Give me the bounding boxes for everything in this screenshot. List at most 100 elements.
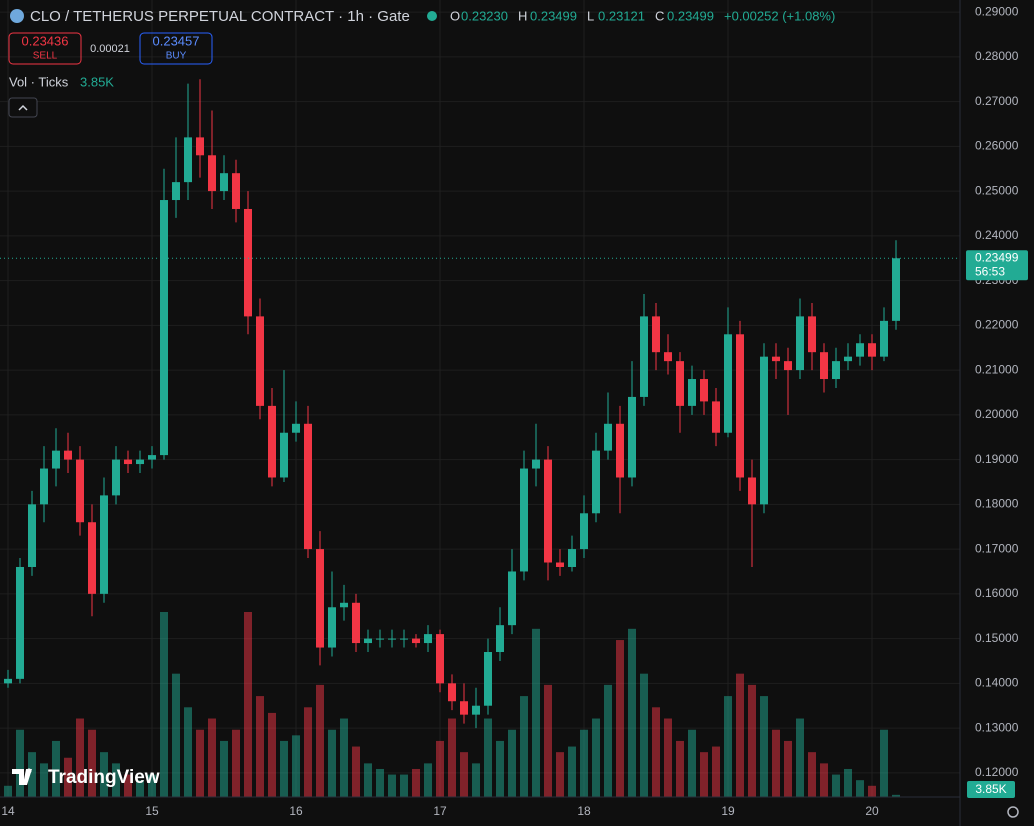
candle-body: [712, 401, 720, 433]
sell-label[interactable]: SELL: [33, 51, 58, 62]
x-tick-label: 19: [721, 804, 735, 818]
candle-body: [412, 638, 420, 644]
sell-price[interactable]: 0.23436: [22, 33, 69, 48]
vol-tag-label: 3.85K: [975, 782, 1006, 796]
candle-body: [16, 566, 24, 679]
candle-body: [136, 459, 144, 465]
y-tick-label: 0.25000: [975, 183, 1019, 197]
volume-bar: [124, 774, 132, 797]
volume-bar: [484, 718, 492, 797]
volume-bar: [172, 673, 180, 797]
collapse-box[interactable]: [8, 97, 38, 118]
y-tick-label: 0.13000: [975, 720, 1019, 734]
volume-bar: [544, 684, 552, 797]
candle-body: [496, 625, 504, 653]
countdown: 56:53: [975, 264, 1005, 278]
x-tick-label: 14: [1, 804, 15, 818]
l-value: 0.23121: [598, 8, 645, 23]
y-tick-label: 0.28000: [975, 49, 1019, 63]
price-tag: [966, 250, 1028, 281]
candle-body: [688, 379, 696, 406]
volume-bar: [664, 718, 672, 797]
candle-body: [844, 356, 852, 362]
candle-body: [520, 468, 528, 572]
candle-body: [892, 258, 900, 321]
volume-bar: [88, 729, 96, 797]
volume-bar: [712, 746, 720, 797]
candle-body: [484, 652, 492, 706]
volume-bar: [892, 794, 900, 797]
candle-body: [760, 356, 768, 505]
c-value: 0.23499: [667, 8, 714, 23]
candle-body: [796, 316, 804, 371]
collapse-button[interactable]: [8, 97, 38, 118]
volume-bar: [592, 718, 600, 797]
volume-bar: [520, 696, 528, 797]
candle-body: [508, 571, 516, 626]
volume-bar: [676, 740, 684, 797]
candle-body: [352, 602, 360, 644]
candle-body: [592, 450, 600, 514]
volume-bar: [832, 774, 840, 797]
candle-body: [436, 634, 444, 684]
candle-body: [316, 549, 324, 648]
candle-body: [112, 459, 120, 496]
volume-bar: [16, 729, 24, 797]
volume-bar: [160, 612, 168, 797]
candle-body: [676, 361, 684, 406]
candle-body: [388, 638, 396, 640]
volume-bar: [388, 774, 396, 797]
volume-bar: [616, 640, 624, 797]
volume-bar: [472, 763, 480, 797]
vol-tag: [967, 781, 1015, 798]
x-tick-label: 20: [865, 804, 879, 818]
volume-bar: [196, 729, 204, 797]
volume-bar: [856, 780, 864, 797]
y-tick-label: 0.14000: [975, 676, 1019, 690]
volume-bar: [580, 729, 588, 797]
volume-bar: [328, 729, 336, 797]
price-tag-label: 0.23499: [975, 250, 1019, 264]
volume-bar: [280, 740, 288, 797]
volume-bar: [568, 746, 576, 797]
volume-bar: [652, 707, 660, 797]
volume-bar: [448, 718, 456, 797]
candle-body: [568, 549, 576, 567]
candle-body: [400, 638, 408, 640]
volume-bar: [136, 780, 144, 797]
vol-label: Vol · Ticks: [9, 74, 69, 89]
buy-price[interactable]: 0.23457: [153, 33, 200, 48]
volume-bar: [508, 729, 516, 797]
volume-bar: [724, 696, 732, 797]
c-label: C: [655, 8, 664, 23]
settings-icon[interactable]: [1007, 806, 1019, 818]
volume-bar: [376, 768, 384, 797]
volume-bar: [748, 684, 756, 797]
volume-bar: [112, 763, 120, 797]
volume-bar: [400, 774, 408, 797]
collapse-icon[interactable]: [18, 104, 28, 111]
candle-body: [448, 683, 456, 702]
candle-body: [604, 423, 612, 451]
sell-box[interactable]: [8, 32, 82, 65]
buy-label[interactable]: BUY: [166, 51, 187, 62]
volume-bar: [232, 729, 240, 797]
candle-body: [724, 334, 732, 433]
candle-body: [148, 455, 156, 460]
y-tick-label: 0.21000: [975, 362, 1019, 376]
h-value: 0.23499: [530, 8, 577, 23]
volume-bar: [4, 785, 12, 797]
candle-body: [184, 137, 192, 183]
sell-button[interactable]: 0.23436 SELL: [8, 32, 82, 65]
candle-body: [220, 173, 228, 192]
buy-button[interactable]: 0.23457 BUY: [139, 32, 213, 65]
volume-bar: [640, 673, 648, 797]
candle-body: [124, 459, 132, 465]
candle-body: [64, 450, 72, 460]
y-tick-label: 0.22000: [975, 318, 1019, 332]
volume-bar: [760, 696, 768, 797]
candle-body: [76, 459, 84, 523]
volume-bar: [880, 729, 888, 797]
buy-box[interactable]: [139, 32, 213, 65]
